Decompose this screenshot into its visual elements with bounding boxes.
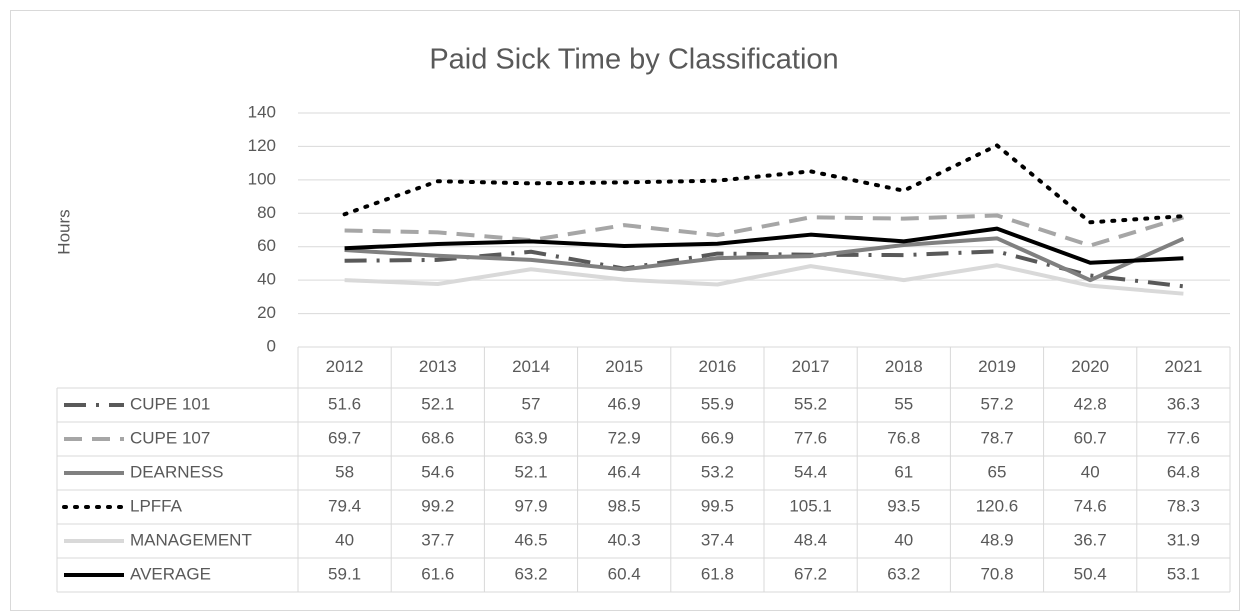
data-label: 61.6 xyxy=(421,564,454,583)
data-label: 42.8 xyxy=(1074,394,1107,413)
data-label: 60.4 xyxy=(608,564,641,583)
data-label: 120.6 xyxy=(976,496,1019,515)
data-label: 68.6 xyxy=(421,428,454,447)
data-label: 69.7 xyxy=(328,428,361,447)
data-label: 60.7 xyxy=(1074,428,1107,447)
data-label: 53.2 xyxy=(701,462,734,481)
x-tick-label: 2015 xyxy=(605,357,643,376)
data-label: 61 xyxy=(894,462,913,481)
data-label: 36.3 xyxy=(1167,394,1200,413)
y-tick-label: 0 xyxy=(267,336,276,355)
data-label: 99.2 xyxy=(421,496,454,515)
y-tick-label: 140 xyxy=(248,102,276,121)
data-label: 52.1 xyxy=(421,394,454,413)
data-label: 64.8 xyxy=(1167,462,1200,481)
data-label: 48.4 xyxy=(794,530,827,549)
y-tick-label: 80 xyxy=(257,203,276,222)
data-label: 50.4 xyxy=(1074,564,1107,583)
data-label: 66.9 xyxy=(701,428,734,447)
data-label: 40.3 xyxy=(608,530,641,549)
series-line xyxy=(344,263,1184,296)
data-label: 46.9 xyxy=(608,394,641,413)
legend-label: CUPE 107 xyxy=(130,428,210,447)
legend-label: DEARNESS xyxy=(130,462,224,481)
data-label: 40 xyxy=(1081,462,1100,481)
data-label: 77.6 xyxy=(1167,428,1200,447)
x-tick-label: 2019 xyxy=(978,357,1016,376)
data-label: 46.5 xyxy=(514,530,547,549)
data-label: 55.9 xyxy=(701,394,734,413)
y-tick-label: 120 xyxy=(248,136,276,155)
legend-label: LPFFA xyxy=(130,496,183,515)
x-tick-label: 2017 xyxy=(792,357,830,376)
data-label: 76.8 xyxy=(887,428,920,447)
data-label: 78.7 xyxy=(980,428,1013,447)
series-line xyxy=(344,226,1184,265)
data-label: 59.1 xyxy=(328,564,361,583)
series-line xyxy=(344,213,1184,248)
data-label: 93.5 xyxy=(887,496,920,515)
data-label: 51.6 xyxy=(328,394,361,413)
data-label: 40 xyxy=(335,530,354,549)
data-label: 70.8 xyxy=(980,564,1013,583)
data-label: 48.9 xyxy=(980,530,1013,549)
data-label: 46.4 xyxy=(608,462,641,481)
data-label: 61.8 xyxy=(701,564,734,583)
data-label: 36.7 xyxy=(1074,530,1107,549)
data-label: 97.9 xyxy=(514,496,547,515)
data-label: 57 xyxy=(522,394,541,413)
y-tick-label: 100 xyxy=(248,169,276,188)
data-label: 52.1 xyxy=(514,462,547,481)
data-label: 58 xyxy=(335,462,354,481)
data-label: 72.9 xyxy=(608,428,641,447)
y-tick-label: 60 xyxy=(257,236,276,255)
data-label: 40 xyxy=(894,530,913,549)
data-label: 37.7 xyxy=(421,530,454,549)
y-axis-label: Hours xyxy=(54,209,73,254)
data-label: 31.9 xyxy=(1167,530,1200,549)
y-tick-label: 20 xyxy=(257,303,276,322)
data-label: 98.5 xyxy=(608,496,641,515)
data-label: 65 xyxy=(988,462,1007,481)
x-tick-label: 2016 xyxy=(698,357,736,376)
data-label: 37.4 xyxy=(701,530,734,549)
series-line xyxy=(344,236,1185,283)
chart-border xyxy=(10,10,1240,611)
data-label: 67.2 xyxy=(794,564,827,583)
x-tick-label: 2018 xyxy=(885,357,923,376)
data-label: 54.6 xyxy=(421,462,454,481)
x-tick-label: 2020 xyxy=(1071,357,1109,376)
chart-title: Paid Sick Time by Classification xyxy=(429,44,838,76)
data-label: 63.9 xyxy=(514,428,547,447)
legend-label: CUPE 101 xyxy=(130,394,210,413)
data-label: 79.4 xyxy=(328,496,361,515)
x-tick-label: 2021 xyxy=(1164,357,1202,376)
x-tick-label: 2013 xyxy=(419,357,457,376)
data-label: 55 xyxy=(894,394,913,413)
data-label: 78.3 xyxy=(1167,496,1200,515)
series-line xyxy=(342,143,1186,225)
y-tick-label: 40 xyxy=(257,270,276,289)
legend-label: MANAGEMENT xyxy=(130,530,252,549)
data-label: 105.1 xyxy=(789,496,832,515)
series-line xyxy=(344,249,1184,289)
data-label: 63.2 xyxy=(514,564,547,583)
x-tick-label: 2014 xyxy=(512,357,550,376)
data-label: 53.1 xyxy=(1167,564,1200,583)
data-label: 99.5 xyxy=(701,496,734,515)
data-label: 63.2 xyxy=(887,564,920,583)
legend-label: AVERAGE xyxy=(130,564,211,583)
data-label: 57.2 xyxy=(980,394,1013,413)
data-label: 54.4 xyxy=(794,462,827,481)
data-label: 74.6 xyxy=(1074,496,1107,515)
x-tick-label: 2012 xyxy=(326,357,364,376)
data-label: 77.6 xyxy=(794,428,827,447)
data-label: 55.2 xyxy=(794,394,827,413)
